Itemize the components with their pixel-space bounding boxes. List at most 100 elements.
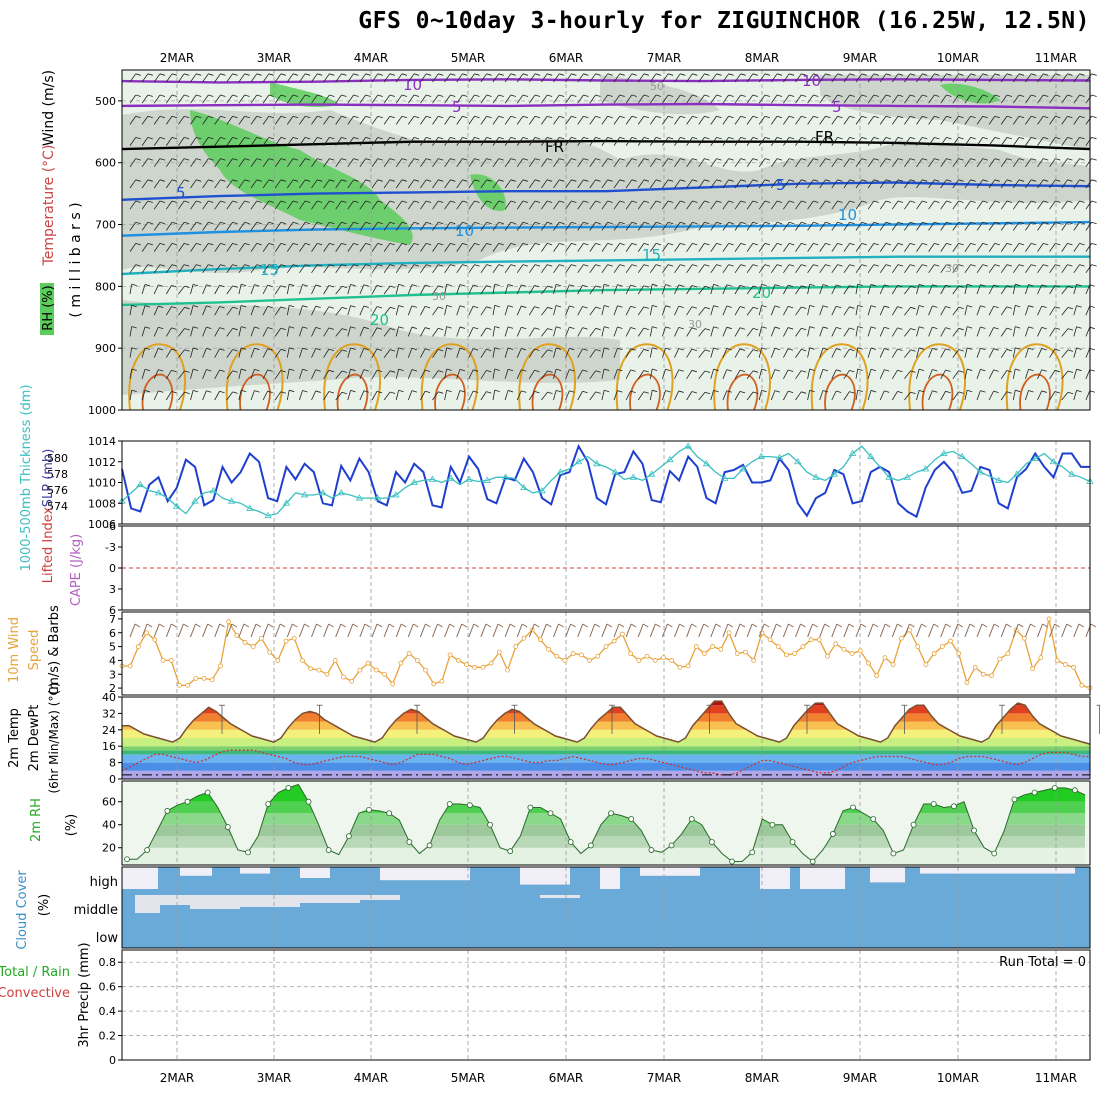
wind-barb-flag	[922, 264, 928, 267]
wind-barb-flag	[135, 94, 141, 97]
wind-barb-flag	[401, 94, 408, 97]
wind-barb	[335, 328, 343, 337]
wind-barb-flag	[244, 73, 250, 76]
wind-barb-flag	[704, 221, 710, 225]
wind-barb	[625, 243, 633, 252]
wind-barb	[202, 73, 209, 83]
wind-barb	[746, 370, 754, 380]
wind-barb-flag	[1018, 137, 1025, 140]
wind-barb	[1073, 221, 1080, 231]
wind-barb-flag	[534, 369, 540, 373]
y-tick-label: 0	[109, 1054, 116, 1067]
wind-barb	[480, 221, 487, 231]
wind-barb	[323, 327, 330, 337]
wind-barb-flag	[510, 158, 516, 161]
wind-barb-flag	[617, 284, 623, 287]
wind-barb-flag	[341, 200, 347, 203]
surface-wind-barb-flag	[376, 623, 383, 628]
wind-barb-flag	[184, 137, 190, 140]
wind-barb-flag	[619, 137, 625, 140]
wind-barb	[807, 179, 814, 189]
wind-barb-flag	[680, 158, 686, 161]
wind-barb	[867, 326, 872, 337]
wind-barb-flag	[583, 243, 589, 246]
wind-barb	[1073, 115, 1080, 125]
wind-barb-flag	[967, 283, 973, 287]
warm-contour	[420, 343, 479, 411]
wind-barb	[1000, 221, 1008, 231]
surface-wind-barb	[335, 623, 342, 638]
wind-barb-flag	[522, 221, 529, 225]
wind-barb	[855, 179, 863, 189]
wind-barb	[153, 221, 161, 231]
wind-barb-flag	[1018, 243, 1025, 246]
wind-barb-flag	[389, 221, 395, 225]
cloud-gap-middle	[360, 895, 400, 900]
wind-barb	[879, 73, 887, 83]
wind-barb	[637, 243, 645, 252]
wind-barb	[686, 264, 693, 274]
wind-barb	[1037, 115, 1044, 125]
wind-speed-point	[423, 667, 428, 673]
wind-barb	[891, 73, 899, 83]
wind-barb	[698, 243, 705, 252]
wind-barb-flag	[1055, 264, 1061, 267]
wind-barb-flag	[668, 115, 674, 119]
wind-barb-flag	[1055, 200, 1061, 203]
wind-barb	[565, 305, 570, 316]
wind-barb	[214, 348, 220, 358]
wind-barb-flag	[280, 327, 286, 330]
wind-barb	[940, 285, 946, 295]
wind-barb	[710, 158, 717, 168]
wind-speed-point	[1079, 682, 1085, 688]
wind-barb-flag	[837, 94, 843, 97]
surface-wind-barb	[553, 623, 559, 638]
wind-barb	[879, 284, 885, 295]
wind-barb-flag	[1006, 94, 1013, 97]
wind-barb	[456, 158, 463, 168]
wind-barb	[480, 285, 487, 295]
wind-barb-flag	[571, 221, 577, 225]
wind-barb-flag	[897, 221, 904, 225]
wind-barb-flag	[292, 221, 299, 225]
wind-barb	[891, 306, 898, 316]
wind-barb	[165, 200, 173, 210]
wind-barb	[492, 347, 496, 358]
wind-barb	[807, 284, 811, 295]
wind-barb	[964, 390, 968, 401]
wind-barb-flag	[329, 264, 335, 267]
wind-barb-flag	[934, 243, 940, 246]
wind-barb	[867, 284, 872, 295]
rh-point	[729, 858, 735, 865]
wind-barb-flag	[289, 389, 295, 393]
y-tick-label: 20	[102, 842, 116, 855]
wind-barb-flag	[789, 73, 795, 76]
wind-barb-flag	[438, 179, 444, 182]
ua-temp-label: Temperature (°C)	[41, 145, 57, 267]
wind-barb-flag	[1089, 369, 1095, 372]
wind-barb-flag	[268, 94, 274, 97]
wind-barb	[710, 305, 714, 316]
wind-barb	[553, 115, 560, 125]
wind-barb-flag	[897, 94, 904, 97]
wind-barb	[783, 73, 790, 83]
wind-barb	[420, 284, 426, 295]
wind-barb-flag	[776, 137, 783, 140]
wind-barb	[916, 347, 920, 358]
wind-barb-flag	[341, 137, 347, 140]
wind-barb	[1085, 369, 1091, 379]
wind-barb-flag	[692, 200, 698, 203]
wind-barb	[323, 306, 330, 316]
wind-barb	[274, 391, 282, 401]
wind-barb	[674, 221, 681, 231]
wind-barb-flag	[486, 115, 492, 119]
wind-barb-flag	[958, 73, 964, 76]
wind-barb	[637, 115, 645, 125]
temp-band	[122, 713, 1090, 722]
wind-barb-flag	[474, 73, 480, 76]
wind-barb-flag	[884, 305, 890, 308]
wind-barb	[311, 327, 317, 337]
thickness-point	[1013, 470, 1021, 477]
wind-barb-flag	[643, 73, 650, 76]
wind-barb-flag	[474, 264, 480, 267]
